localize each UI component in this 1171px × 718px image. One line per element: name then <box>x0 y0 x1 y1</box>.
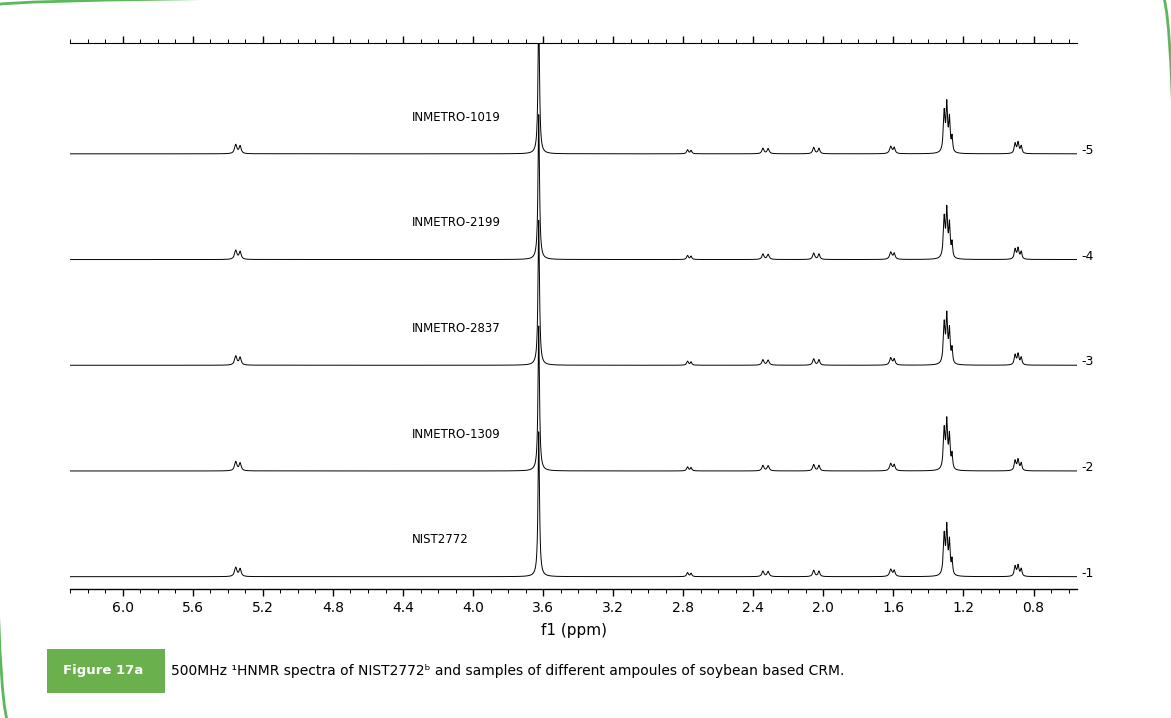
Text: NIST2772: NIST2772 <box>412 533 468 546</box>
Text: Figure 17a: Figure 17a <box>63 664 143 677</box>
Text: INMETRO-2837: INMETRO-2837 <box>412 322 500 335</box>
Text: 500MHz ¹HNMR spectra of NIST2772ᵇ and samples of different ampoules of soybean b: 500MHz ¹HNMR spectra of NIST2772ᵇ and sa… <box>171 663 844 678</box>
FancyBboxPatch shape <box>41 649 165 694</box>
Text: INMETRO-2199: INMETRO-2199 <box>412 216 501 229</box>
X-axis label: f1 (ppm): f1 (ppm) <box>541 623 607 638</box>
Text: INMETRO-1019: INMETRO-1019 <box>412 111 501 123</box>
Text: INMETRO-1309: INMETRO-1309 <box>412 428 500 441</box>
